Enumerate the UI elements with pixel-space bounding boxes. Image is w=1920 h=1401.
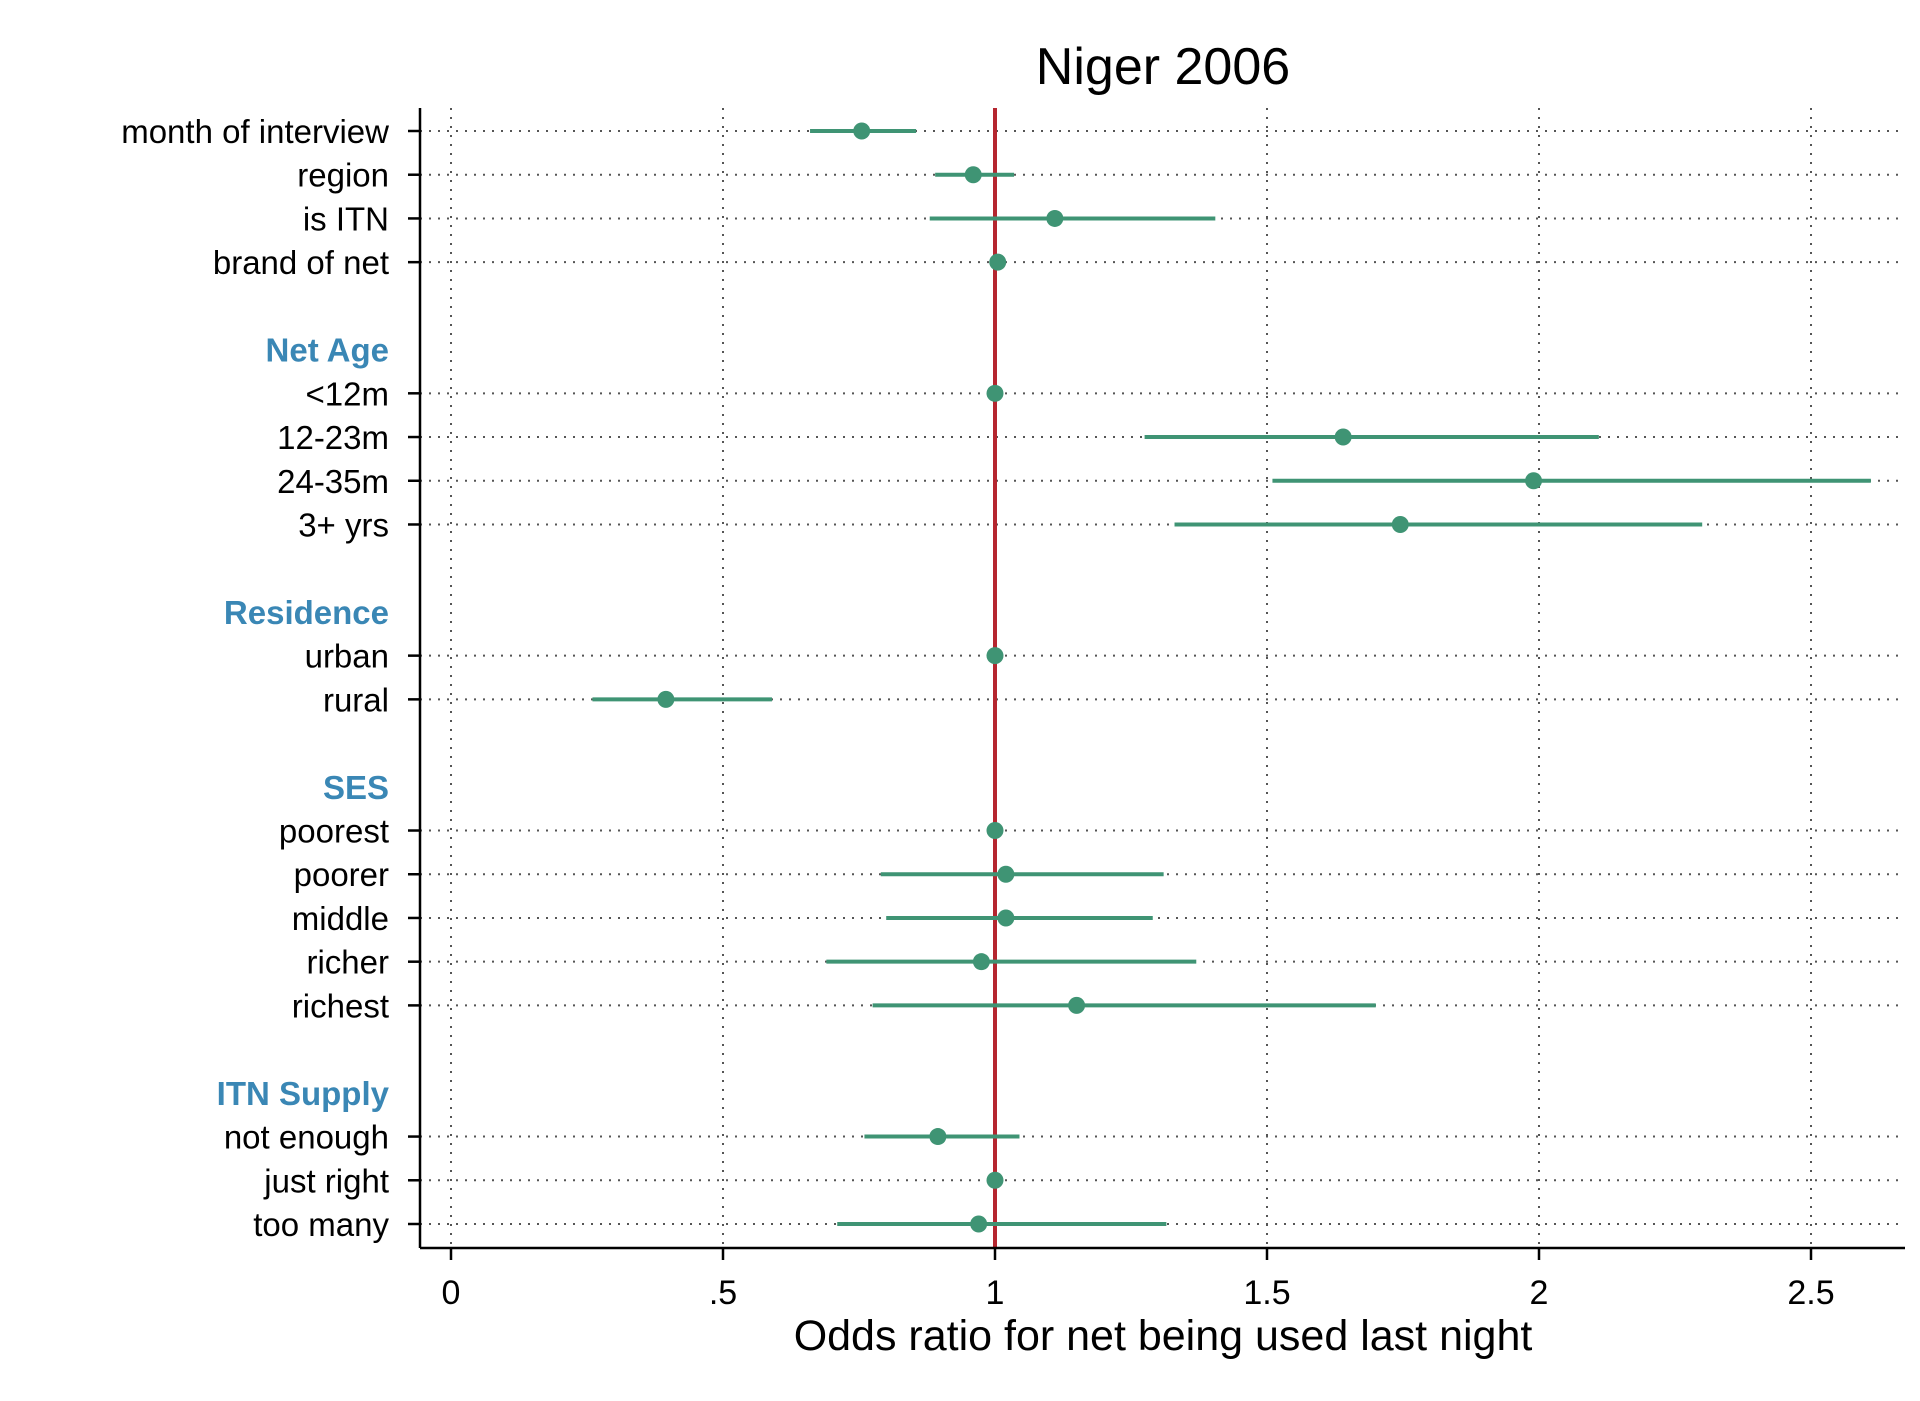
estimate-point (986, 384, 1004, 402)
estimate-point (1525, 472, 1543, 490)
y-tick-label: too many (253, 1206, 389, 1243)
y-tick-label: not enough (224, 1119, 389, 1156)
estimate-point (657, 690, 675, 708)
y-tick-label: 24-35m (277, 463, 389, 500)
estimate-point (972, 953, 990, 971)
y-tick-label: 3+ yrs (298, 506, 389, 543)
y-tick-label: middle (292, 900, 389, 937)
estimate-point (989, 253, 1007, 271)
estimate-point (1046, 209, 1064, 227)
y-tick-label: <12m (306, 375, 389, 412)
x-tick-label: 2.5 (1787, 1274, 1834, 1312)
y-tick-label: is ITN (303, 200, 389, 237)
x-axis-title: Odds ratio for net being used last night (794, 1312, 1533, 1360)
estimate-point (997, 909, 1015, 927)
group-header-label: ITN Supply (217, 1075, 390, 1112)
y-tick-label: just right (263, 1162, 389, 1199)
x-tick-label: 0 (442, 1274, 461, 1312)
group-header-label: SES (323, 769, 389, 806)
x-tick-label: .5 (709, 1274, 737, 1312)
estimate-point (986, 647, 1004, 665)
estimate-point (997, 865, 1015, 883)
estimate-point (853, 122, 871, 140)
estimate-point (964, 166, 982, 184)
group-header-label: Residence (224, 594, 389, 631)
y-tick-label: richer (306, 944, 389, 981)
y-tick-label: poorer (294, 856, 389, 893)
y-tick-label: richest (292, 987, 389, 1024)
estimate-point (929, 1128, 947, 1146)
group-header-label: Net Age (266, 332, 389, 369)
estimate-point (1334, 428, 1352, 446)
estimate-point (986, 1171, 1004, 1189)
y-tick-label: region (297, 157, 389, 194)
y-tick-label: rural (323, 681, 389, 718)
y-tick-label: brand of net (213, 244, 389, 281)
x-tick-label: 1.5 (1243, 1274, 1290, 1312)
chart-title: Niger 2006 (1036, 38, 1290, 96)
marks-layer (592, 122, 1871, 1233)
y-tick-label: urban (305, 638, 389, 675)
y-tick-label: 12-23m (277, 419, 389, 456)
x-tick-label: 2 (1530, 1274, 1549, 1312)
axis-layer: 0 .5 1 1.5 2 2.5 month of interview region is IT… (121, 108, 1905, 1312)
estimate-point (1068, 996, 1086, 1014)
estimate-point (986, 822, 1004, 840)
estimate-point (1391, 515, 1409, 533)
estimate-point (970, 1215, 988, 1233)
y-tick-label: poorest (279, 813, 389, 850)
y-tick-label: month of interview (121, 113, 389, 150)
x-tick-label: 1 (986, 1274, 1005, 1312)
